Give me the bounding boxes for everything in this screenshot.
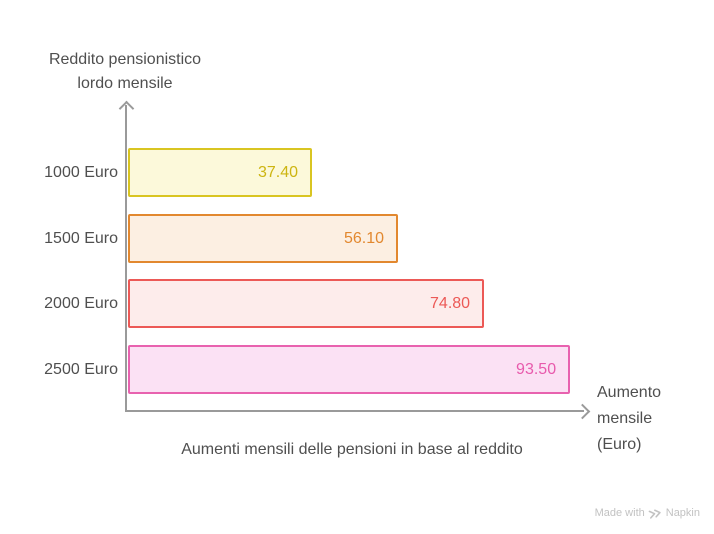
bar-1000-euro: 37.40: [128, 148, 313, 197]
y-axis-line: [125, 105, 127, 412]
category-label-2500-euro: 2500 Euro: [44, 361, 118, 378]
chart-title: Aumenti mensili delle pensioni in base a…: [181, 441, 523, 458]
napkin-logo-icon: [648, 508, 662, 519]
bar-value: 74.80: [430, 294, 471, 312]
y-axis-arrowhead-icon: [118, 100, 135, 117]
bar-2000-euro: 74.80: [128, 279, 485, 328]
watermark-prefix: Made with: [594, 507, 645, 519]
bar-value: 93.50: [516, 360, 557, 378]
y-axis-title: Reddito pensionistico lordo mensile: [48, 51, 202, 92]
x-axis-title: Aumento mensile (Euro): [597, 384, 662, 453]
bar-value: 37.40: [257, 163, 299, 181]
category-label-2000-euro: 2000 Euro: [44, 295, 118, 312]
category-label-1000-euro: 1000 Euro: [44, 164, 118, 181]
x-axis-arrowhead-icon: [574, 403, 591, 420]
watermark: Made with Napkin: [595, 507, 700, 519]
x-axis-line: [125, 410, 584, 412]
watermark-brand: Napkin: [665, 507, 700, 519]
category-label-1500-euro: 1500 Euro: [44, 230, 118, 247]
bar-1500-euro: 56.10: [128, 214, 399, 263]
bar-value: 56.10: [344, 229, 385, 247]
bar-2500-euro: 93.50: [128, 345, 571, 394]
